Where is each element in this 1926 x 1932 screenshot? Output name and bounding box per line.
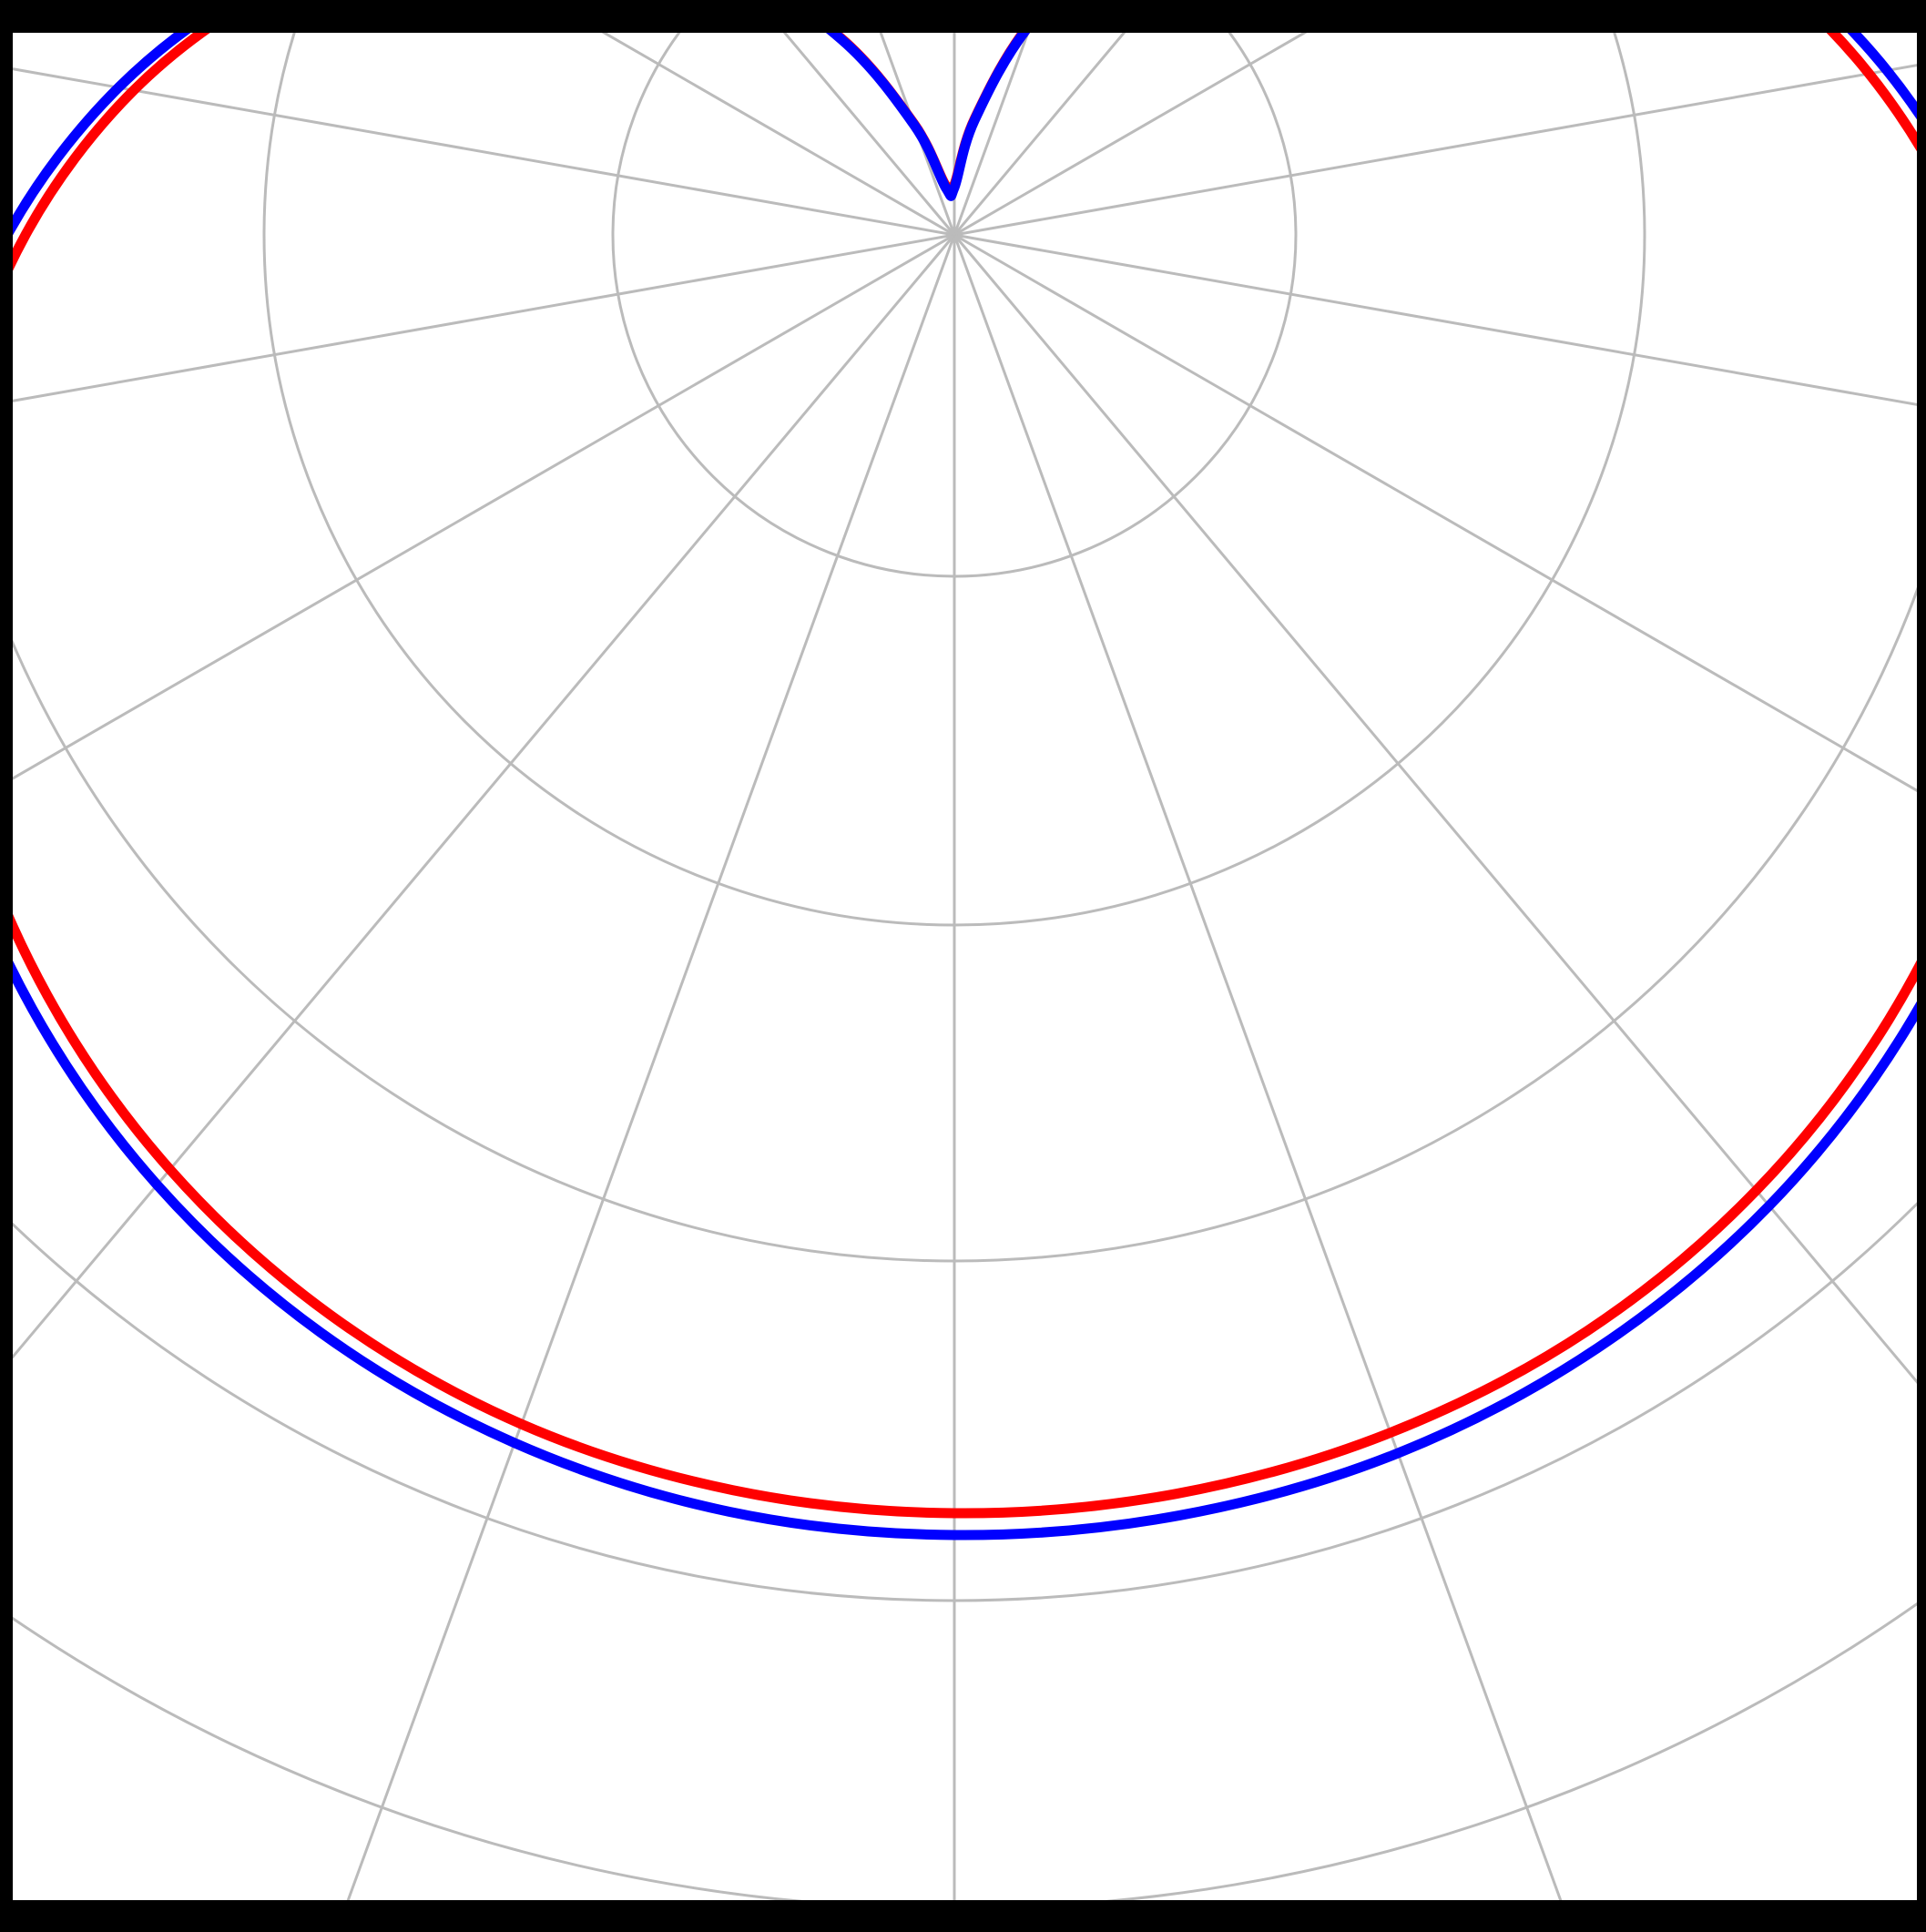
latitude-circle-2 [13, 33, 1917, 1261]
meridian-120 [954, 235, 1917, 1692]
meridian-220 [13, 235, 954, 1900]
red-contour-path [13, 33, 1917, 1519]
plot-area [13, 33, 1917, 1900]
graticule-grid [13, 33, 1917, 1900]
meridian-140 [954, 235, 1917, 1900]
meridian-260 [13, 235, 954, 741]
blue-contour-path [13, 33, 1917, 1541]
meridian-200 [13, 235, 954, 1900]
contour-series-group [13, 33, 1917, 1541]
meridian-340 [13, 33, 954, 235]
meridian-80 [954, 33, 1917, 235]
meridian-280 [13, 33, 954, 235]
polar-contour-chart [13, 33, 1917, 1900]
meridian-100 [954, 235, 1917, 741]
meridian-240 [13, 235, 954, 1692]
latitude-circle-3 [13, 33, 1917, 1601]
meridian-160 [954, 235, 1917, 1900]
meridian-300 [13, 33, 954, 235]
meridian-40 [954, 33, 1917, 235]
meridian-320 [13, 33, 954, 235]
latitude-circle-4 [13, 33, 1917, 1900]
